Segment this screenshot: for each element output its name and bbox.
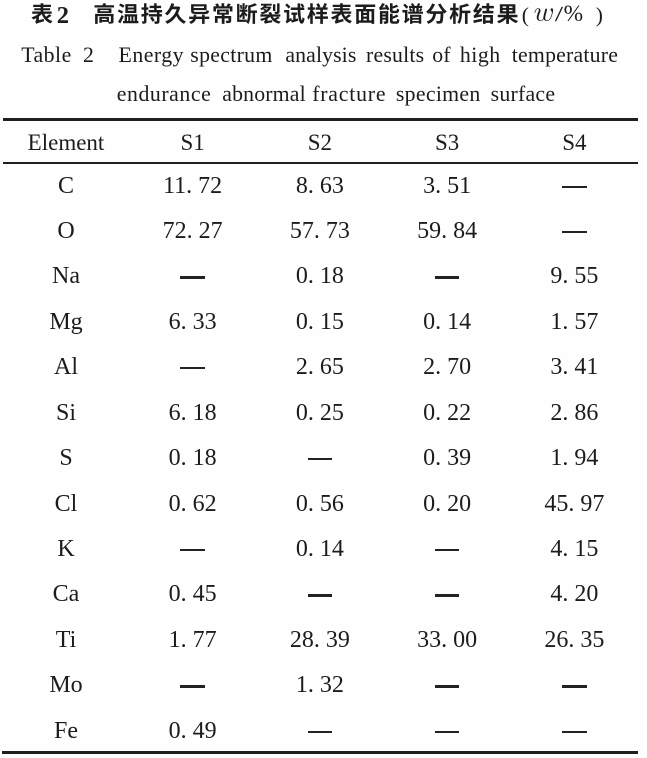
svg-text:2: 2	[57, 2, 69, 29]
svg-text:(: (	[522, 3, 529, 27]
svg-text:%: %	[564, 1, 584, 27]
svg-text:): )	[596, 3, 603, 27]
